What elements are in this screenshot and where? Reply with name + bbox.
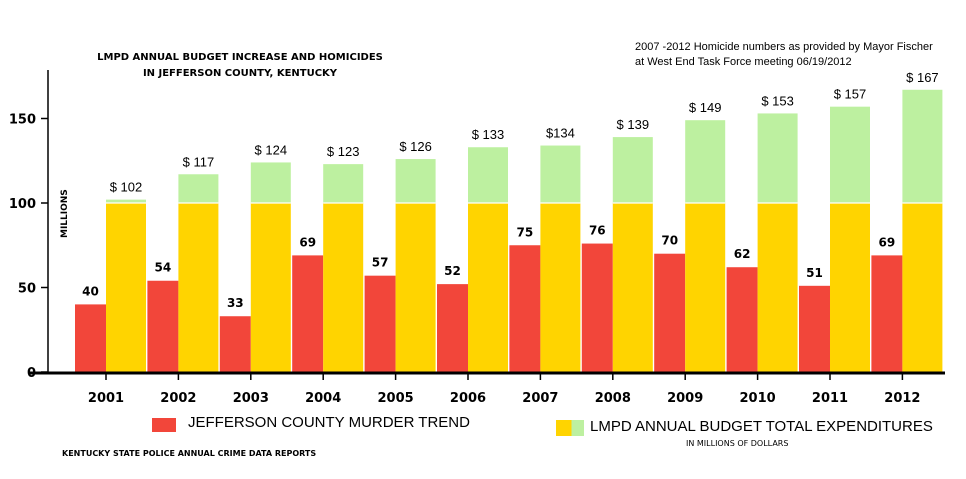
- x-tick-label: 2002: [160, 391, 196, 406]
- homicide-data-label: 69: [299, 235, 316, 249]
- x-tick-label: 2011: [812, 391, 848, 406]
- homicide-data-label: 54: [155, 261, 172, 275]
- x-tick-label: 2003: [233, 391, 269, 406]
- budget-data-label: $ 133: [472, 127, 505, 142]
- homicide-bar: [654, 253, 686, 372]
- x-tick-label: 2007: [522, 391, 558, 406]
- chart-title-line1: LMPD ANNUAL BUDGET INCREASE AND HOMICIDE…: [97, 52, 383, 63]
- source-note: 2007 -2012 Homicide numbers as provided …: [635, 40, 955, 70]
- homicide-data-label: 52: [444, 264, 461, 278]
- budget-bar-increase: [685, 120, 726, 203]
- x-tick-label: 2005: [378, 391, 414, 406]
- budget-bar-increase: [757, 113, 798, 203]
- homicide-bar: [581, 243, 613, 372]
- budget-bar-base: [106, 203, 146, 372]
- homicide-bar: [437, 284, 468, 372]
- homicide-bar: [726, 267, 758, 372]
- budget-bar-base: [395, 203, 436, 372]
- budget-data-label: $ 167: [906, 70, 939, 85]
- budget-bar-base: [540, 203, 581, 372]
- budget-bar-increase: [250, 162, 291, 203]
- chart-title-line2: IN JEFFERSON COUNTY, KENTUCKY: [142, 68, 338, 79]
- homicide-data-label: 57: [372, 256, 389, 270]
- homicide-data-label: 51: [806, 266, 823, 280]
- data-source: KENTUCKY STATE POLICE ANNUAL CRIME DATA …: [62, 449, 317, 458]
- homicide-bar: [147, 280, 179, 372]
- budget-data-label: $ 102: [110, 180, 143, 195]
- budget-bar-base: [468, 203, 508, 372]
- budget-data-label: $134: [546, 126, 575, 141]
- legend-sublabel-budget: IN MILLIONS OF DOLLARS: [686, 439, 789, 448]
- budget-bar-increase: [540, 145, 581, 203]
- budget-data-label: $ 149: [689, 100, 722, 115]
- budget-data-label: $ 157: [834, 87, 867, 102]
- x-tick-label: 2009: [667, 391, 703, 406]
- homicide-data-label: 76: [589, 224, 606, 238]
- homicide-bar: [871, 255, 903, 372]
- y-tick-label: 100: [9, 197, 36, 212]
- homicide-bar: [219, 316, 251, 372]
- homicide-bar: [509, 245, 541, 372]
- budget-bar-base: [250, 203, 291, 372]
- budget-bar-base: [902, 203, 943, 372]
- homicide-data-label: 62: [734, 247, 751, 261]
- homicide-data-label: 40: [82, 284, 99, 298]
- budget-bar-increase: [830, 106, 870, 203]
- budget-bar-increase: [612, 137, 653, 203]
- budget-bar-increase: [395, 159, 436, 203]
- budget-data-label: $ 126: [399, 139, 432, 154]
- budget-bar-base: [612, 203, 653, 372]
- budget-bar-increase: [468, 147, 508, 203]
- budget-data-label: $ 117: [183, 154, 215, 169]
- x-tick-label: 2001: [88, 391, 124, 406]
- x-tick-label: 2012: [884, 391, 920, 406]
- budget-bar-base: [685, 203, 726, 372]
- y-tick-label: 50: [18, 282, 36, 297]
- budget-bar-increase: [106, 199, 146, 203]
- budget-data-label: $ 139: [617, 117, 650, 132]
- y-axis-label: MILLIONS: [60, 189, 70, 238]
- budget-bar-base: [323, 203, 364, 372]
- legend-swatch-homicide: [152, 418, 176, 432]
- homicide-bar: [364, 275, 396, 372]
- budget-bar-increase: [902, 89, 943, 203]
- legend-swatch-budget: [556, 420, 584, 436]
- source-note-line1: 2007 -2012 Homicide numbers as provided …: [635, 41, 933, 53]
- x-tick-label: 2006: [450, 391, 486, 406]
- y-tick-label: 150: [9, 113, 36, 128]
- chart-title: LMPD ANNUAL BUDGET INCREASE AND HOMICIDE…: [80, 50, 400, 82]
- source-note-line2: at West End Task Force meeting 06/19/201…: [635, 56, 852, 68]
- budget-data-label: $ 153: [761, 93, 794, 108]
- x-tick-label: 2008: [595, 391, 631, 406]
- homicide-data-label: 70: [661, 234, 678, 248]
- homicide-data-label: 33: [227, 296, 244, 310]
- homicide-data-label: 69: [879, 235, 896, 249]
- homicide-bar: [75, 304, 106, 372]
- budget-bar-base: [830, 203, 870, 372]
- legend-label-budget: LMPD ANNUAL BUDGET TOTAL EXPENDITURES: [590, 418, 933, 435]
- homicide-bar: [292, 255, 324, 372]
- x-tick-label: 2004: [305, 391, 341, 406]
- homicide-data-label: 75: [517, 225, 534, 239]
- homicide-bar: [799, 285, 830, 372]
- budget-bar-base: [757, 203, 798, 372]
- legend-label-homicide: JEFFERSON COUNTY MURDER TREND: [188, 414, 470, 431]
- budget-bar-increase: [178, 174, 219, 203]
- budget-data-label: $ 123: [327, 144, 360, 159]
- budget-bar-increase: [323, 164, 364, 203]
- budget-bar-base: [178, 203, 219, 372]
- x-tick-label: 2010: [740, 391, 776, 406]
- budget-data-label: $ 124: [255, 142, 288, 157]
